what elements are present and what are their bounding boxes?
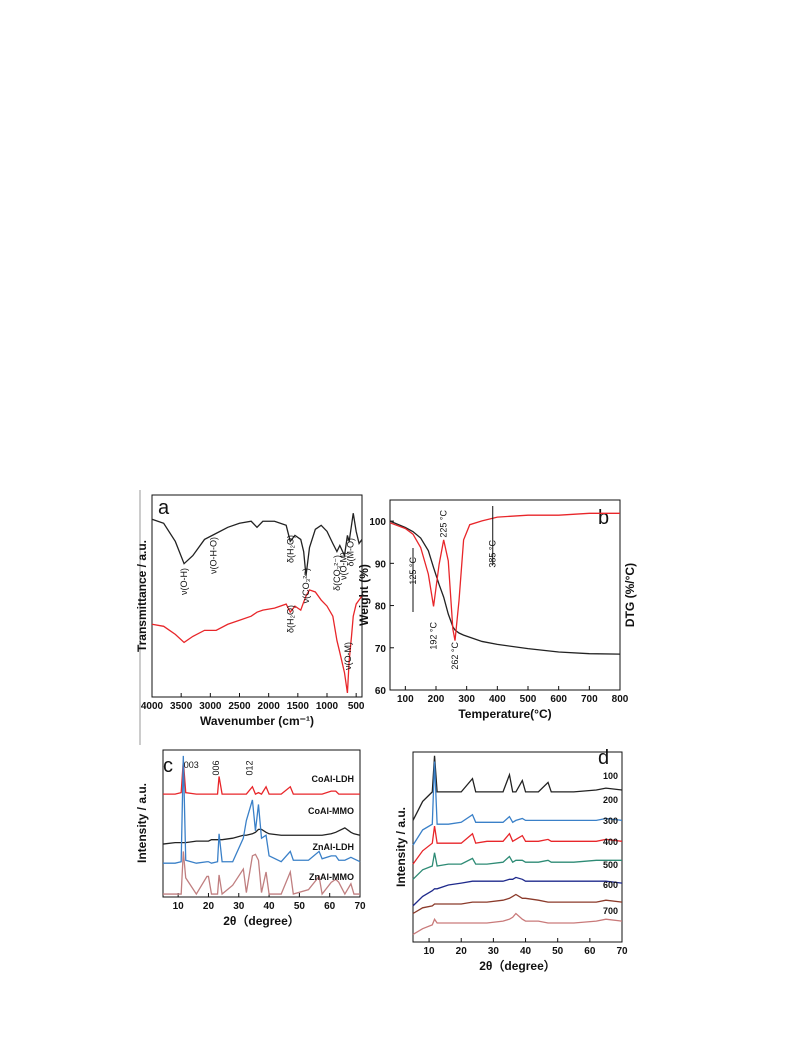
x-tick-label: 40: [520, 946, 532, 957]
annotation: 192 °C: [429, 622, 439, 650]
series-label: CoAl-LDH: [312, 774, 355, 784]
annotation: δ(H₂O): [285, 605, 295, 633]
annotation: 225 °C: [439, 510, 449, 538]
y-axis-label: Transmittance / a.u.: [135, 540, 149, 652]
x-tick-label: 60: [324, 901, 336, 912]
x-tick-label: 4000: [141, 701, 164, 712]
x-tick-label: 3500: [170, 701, 193, 712]
x-tick-label: 500: [520, 694, 537, 705]
panel-letter: a: [158, 497, 170, 519]
x-axis-label: 2θ（degree）: [223, 913, 300, 928]
y-tick-label: 90: [375, 559, 387, 570]
data-line: [412, 912, 623, 935]
data-line: [151, 513, 363, 576]
x-tick-label: 400: [489, 694, 506, 705]
data-line: [412, 755, 623, 821]
x-tick-label: 40: [264, 901, 276, 912]
y-tick-label: 60: [375, 686, 387, 697]
x-tick-label: 300: [458, 694, 475, 705]
annotation: δ(CO₃²⁻): [332, 555, 342, 591]
x-tick-label: 20: [456, 946, 468, 957]
series-label: 300: [603, 816, 618, 826]
annotation: ν(CO₃²⁻): [301, 568, 311, 603]
y-tick-label: 70: [375, 644, 387, 655]
x-tick-label: 30: [488, 946, 500, 957]
annotation: ν(O-M): [338, 552, 348, 580]
data-line: [412, 876, 623, 907]
x-tick-label: 3000: [199, 701, 222, 712]
data-line: [163, 851, 360, 896]
series-label: 500: [603, 860, 618, 870]
axes-frame: [389, 499, 621, 691]
x-axis-label: Wavenumber (cm⁻¹): [200, 714, 314, 728]
x-tick-label: 10: [424, 946, 436, 957]
x-tick-label: 70: [354, 901, 366, 912]
panel-letter: b: [598, 507, 609, 529]
y2-axis-label: DTG (%/°C): [623, 563, 637, 627]
y-axis-label: Weight (%): [357, 564, 371, 626]
series-label: CoAl-MMO: [308, 806, 354, 816]
axes-frame: [162, 749, 361, 898]
series-label: 200: [603, 795, 618, 805]
x-tick-label: 800: [612, 694, 629, 705]
data-line: [412, 852, 622, 880]
x-tick-label: 1500: [287, 701, 310, 712]
annotation: ν(O-M): [343, 642, 353, 670]
series-label: ZnAl-MMO: [309, 872, 354, 882]
x-tick-label: 200: [428, 694, 445, 705]
annotation: δ(M-O): [345, 538, 355, 567]
x-tick-label: 10: [173, 901, 185, 912]
data-line: [412, 761, 623, 846]
x-axis-label: 2θ（degree）: [479, 958, 556, 973]
x-tick-label: 1000: [316, 701, 339, 712]
y-tick-label: 80: [375, 602, 387, 613]
data-line: [163, 760, 360, 795]
axes-frame: [412, 751, 623, 943]
data-line: [163, 755, 361, 864]
x-tick-label: 60: [584, 946, 596, 957]
annotation: δ(H₂O): [285, 535, 295, 563]
x-tick-label: 20: [203, 901, 215, 912]
data-line: [151, 589, 363, 694]
y-axis-label: Intensity / a.u.: [135, 783, 149, 863]
x-tick-label: 600: [550, 694, 567, 705]
peak-label: 003: [184, 760, 199, 770]
x-tick-label: 50: [294, 901, 306, 912]
annotation: ν(O-H-O): [208, 537, 218, 574]
y-axis-label: Intensity / a.u.: [394, 807, 408, 887]
x-tick-label: 700: [581, 694, 598, 705]
data-line: [162, 827, 361, 845]
x-tick-label: 2500: [228, 701, 251, 712]
x-tick-label: 100: [397, 694, 414, 705]
series-label: 100: [603, 771, 618, 781]
peak-label: 012: [244, 760, 254, 775]
peak-label: 006: [211, 760, 221, 775]
x-tick-label: 50: [552, 946, 564, 957]
data-line: [412, 893, 623, 915]
series-label: 700: [603, 906, 618, 916]
series-label: ZnAl-LDH: [313, 842, 355, 852]
series-label: 400: [603, 837, 618, 847]
data-line: [412, 826, 623, 865]
x-tick-label: 2000: [258, 701, 281, 712]
y-tick-label: 100: [369, 517, 386, 528]
annotation: 262 °C: [450, 642, 460, 670]
x-tick-label: 500: [348, 701, 365, 712]
panel-letter: d: [598, 747, 609, 769]
data-line: [389, 512, 620, 641]
x-tick-label: 30: [233, 901, 245, 912]
data-line: [389, 520, 621, 655]
annotation: ν(O-H): [179, 568, 189, 595]
panel-letter: c: [163, 755, 173, 777]
x-axis-label: Temperature(°C): [458, 707, 551, 721]
x-tick-label: 70: [616, 946, 628, 957]
series-label: 600: [603, 880, 618, 890]
